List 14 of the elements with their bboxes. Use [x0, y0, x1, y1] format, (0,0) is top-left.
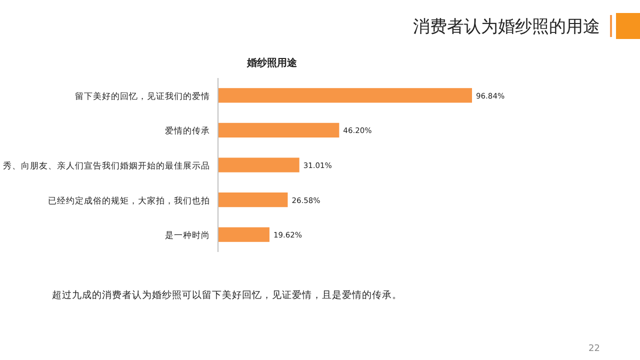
text: 22: [588, 344, 600, 354]
chart-subtitle: 婚纱照用途: [246, 57, 298, 69]
y-tick-label: 秀、向朋友、亲人们宣告我们婚姻开始的最佳展示品: [3, 160, 210, 172]
y-tick-label: 留下美好的回忆，见证我们的爱情: [75, 90, 210, 102]
bar: [218, 122, 340, 138]
text: 消费者认为婚纱照的用途: [413, 17, 600, 37]
bar: [218, 158, 300, 172]
y-tick-label: 已经约定成俗的规矩，大家拍，我们也拍: [48, 195, 210, 206]
text: 超过九成的消费者认为婚纱照可以留下美好回忆，见证爱情，且是爱情的传承。: [52, 289, 402, 301]
bar: [218, 192, 288, 208]
y-tick-label: 爱情的传承: [165, 126, 210, 137]
bar: [218, 227, 270, 242]
y-tick-label: 是一种时尚: [165, 230, 210, 242]
bar: [218, 88, 472, 103]
